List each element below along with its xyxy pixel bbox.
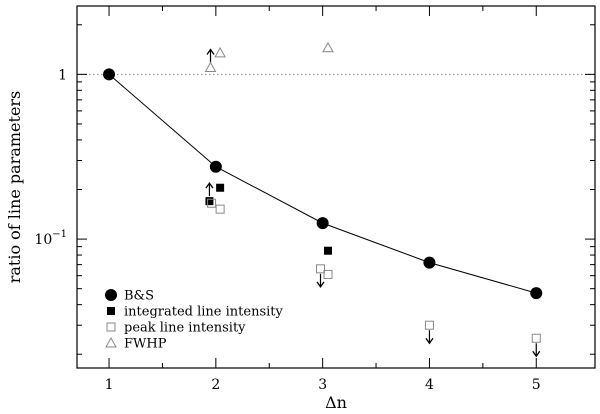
legend-label-peak-line-intensity: peak line intensity: [124, 321, 246, 336]
legend-label-integrated-line-intensity: integrated line intensity: [124, 305, 283, 320]
y-tick-label: 1: [58, 67, 67, 83]
limit-arrowhead: [205, 181, 214, 189]
b-s-point: [316, 217, 329, 230]
y-tick-label: 10−1: [34, 229, 67, 248]
axis-ticks: 1 2 3 4 5 1 10−1: [34, 6, 595, 393]
y-axis-label: ratio of line parameters: [5, 91, 24, 284]
legend-label-fwhp: FWHP: [124, 337, 167, 352]
b-s-line: [108, 73, 537, 294]
integrated-line-intensity-point: [216, 183, 225, 192]
fwhp-point: [214, 46, 226, 58]
fwhp-point: [204, 61, 217, 73]
legend-marker-b-s: [105, 289, 117, 301]
x-tick-label: 1: [105, 377, 114, 393]
x-tick-label: 4: [425, 377, 434, 393]
b-s-point: [423, 256, 436, 269]
x-tick-label: 3: [318, 377, 327, 393]
legend-marker-peak-line-intensity: [106, 322, 116, 332]
peak-line-intensity-point: [207, 198, 217, 208]
peak-line-intensity-point: [316, 264, 326, 274]
peak-line-intensity-point: [323, 269, 333, 279]
limit-arrowhead: [425, 337, 434, 345]
b-s-point: [209, 160, 222, 173]
x-axis-label: Δn: [325, 393, 347, 412]
data-marks: [103, 41, 543, 358]
peak-line-intensity-point: [215, 204, 225, 214]
peak-line-intensity-point: [531, 333, 541, 343]
limit-arrowhead: [206, 48, 215, 55]
legend-label-b-s: B&S: [124, 289, 154, 304]
x-tick-label: 5: [532, 377, 541, 393]
limit-arrowhead: [532, 350, 541, 358]
legend-marker-fwhp: [105, 336, 117, 348]
plot-frame: [76, 5, 596, 369]
legend-marker-integrated-line-intensity: [107, 307, 115, 315]
integrated-line-intensity-point: [323, 246, 332, 255]
b-s-point: [103, 68, 116, 81]
b-s-point: [530, 287, 543, 300]
peak-line-intensity-point: [424, 320, 434, 330]
limit-arrowhead: [316, 281, 325, 288]
integrated-line-intensity-point: [205, 197, 214, 206]
fwhp-point: [322, 41, 334, 53]
x-tick-label: 2: [211, 377, 220, 393]
